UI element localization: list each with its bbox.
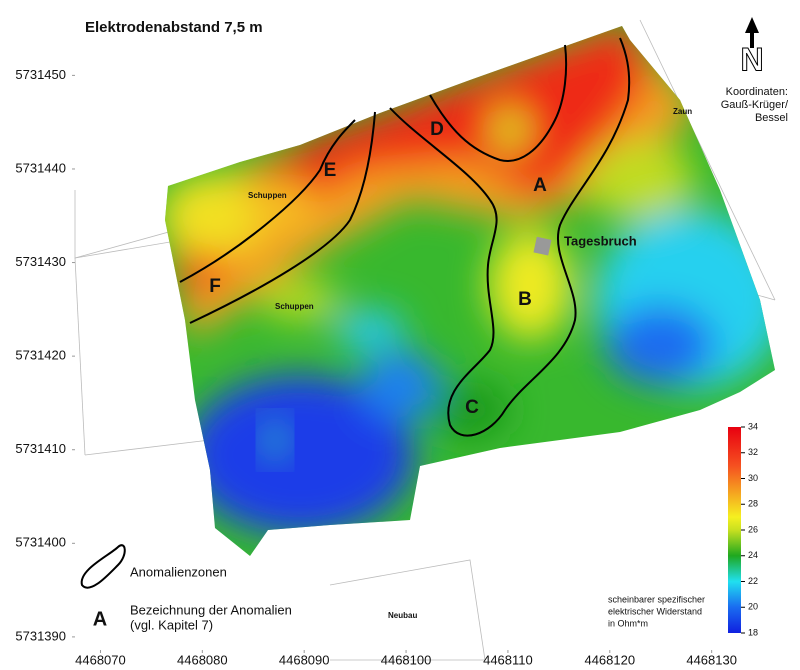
feature-label: Tagesbruch: [564, 233, 637, 248]
resistivity-field: [165, 26, 775, 556]
legend-label: Bezeichnung der Anomalien: [130, 602, 292, 617]
anomaly-label: E: [324, 160, 337, 181]
title: Elektrodenabstand 7,5 m: [85, 19, 263, 36]
anomaly-label: C: [465, 397, 479, 418]
x-tick-label: 4468120: [584, 652, 635, 667]
north-arrow: N: [740, 17, 764, 78]
colorbar-tick-label: 22: [748, 576, 758, 586]
legend-label: (vgl. Kapitel 7): [130, 617, 213, 632]
colorbar-title: in Ohm*m: [608, 618, 648, 628]
feature-label: Neubau: [388, 611, 417, 620]
x-tick-label: 4468100: [381, 652, 432, 667]
colorbar-tick-label: 18: [748, 627, 758, 637]
colorbar-tick-label: 32: [748, 447, 758, 457]
legend-letter: A: [93, 608, 107, 630]
anomaly-label: F: [209, 276, 221, 297]
y-tick-label: 5731410: [15, 441, 66, 456]
y-tick-label: 5731390: [15, 628, 66, 643]
feature-label: Schuppen: [248, 191, 287, 200]
anomaly-label: A: [533, 175, 547, 196]
legend-zone-symbol: [80, 544, 126, 589]
x-tick-label: 4468070: [75, 652, 126, 667]
x-tick-label: 4468110: [483, 652, 533, 667]
north-label: N: [740, 41, 763, 77]
colorbar-tick-label: 26: [748, 524, 758, 534]
colorbar-tick-label: 28: [748, 499, 758, 509]
feature-label: Schuppen: [275, 302, 314, 311]
coordinates-note: Gauß-Krüger/: [721, 99, 789, 111]
legend-label: Anomalienzonen: [130, 564, 227, 579]
y-tick-label: 5731450: [15, 67, 66, 82]
colorbar-tick-label: 24: [748, 550, 758, 560]
colorbar: [728, 427, 741, 633]
anomaly-label: D: [430, 119, 444, 140]
colorbar-tick-label: 34: [748, 421, 758, 431]
y-tick-label: 5731420: [15, 348, 66, 363]
colorbar-tick-label: 20: [748, 602, 758, 612]
y-tick-label: 5731430: [15, 254, 66, 269]
x-tick-label: 4468090: [279, 652, 330, 667]
colorbar-title: elektrischer Widerstand: [608, 606, 702, 616]
anomaly-label: B: [518, 289, 532, 310]
anomaly-boundaries: [179, 37, 631, 437]
colorbar-tick-label: 30: [748, 473, 758, 483]
x-tick-label: 4468080: [177, 652, 228, 667]
y-tick-label: 5731400: [15, 535, 66, 550]
coordinates-note: Bessel: [755, 112, 788, 124]
coordinates-note: Koordinaten:: [726, 86, 788, 98]
x-tick-label: 4468130: [686, 652, 737, 667]
y-tick-label: 5731440: [15, 160, 66, 175]
feature-label: Zaun: [673, 107, 692, 116]
colorbar-title: scheinbarer spezifischer: [608, 594, 705, 604]
